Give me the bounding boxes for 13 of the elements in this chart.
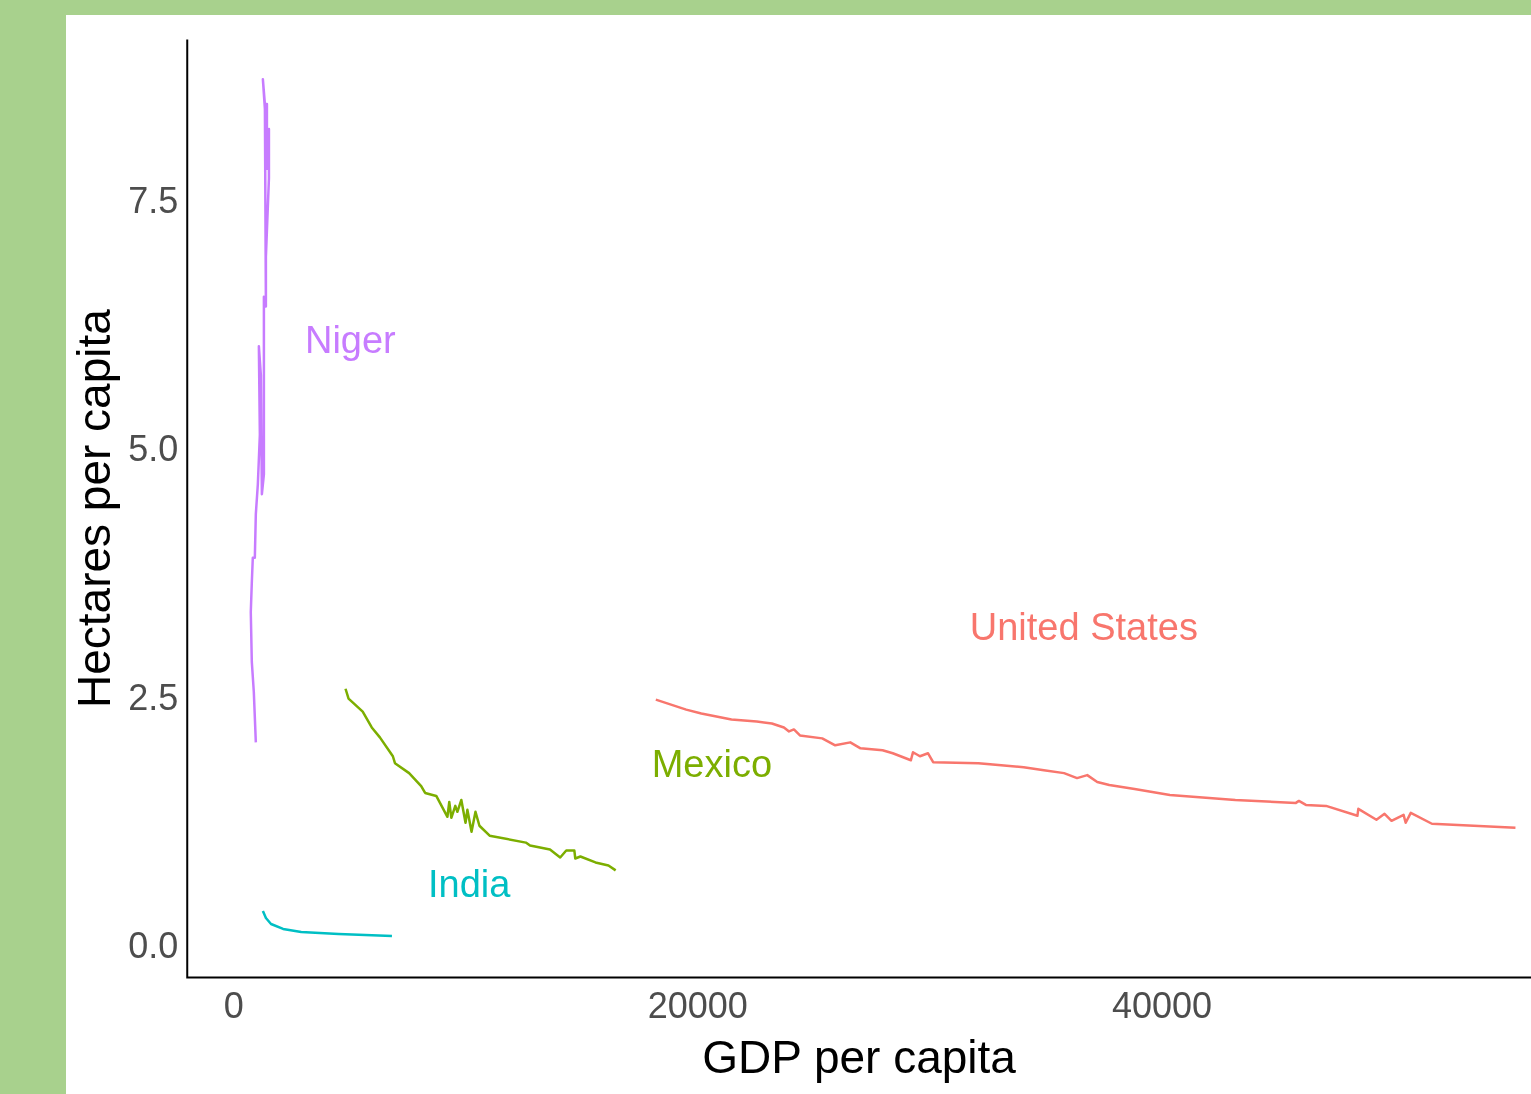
- x-tick-label: 0: [223, 985, 244, 1027]
- x-axis-title: GDP per capita: [702, 1031, 1017, 1084]
- text: Mexico: [651, 743, 773, 786]
- x-tick-label: 40000: [1111, 985, 1213, 1027]
- text: United States: [969, 606, 1198, 649]
- y-tick-label: 2.5: [128, 676, 179, 718]
- x-tick-label: 20000: [647, 985, 748, 1027]
- series-label: India: [427, 862, 512, 905]
- series-label: Niger: [304, 319, 397, 362]
- y-tick-label: 7.5: [128, 180, 179, 222]
- y-tick-label: 0.0: [128, 924, 179, 966]
- y-axis-title: Hectares per capita: [68, 308, 121, 709]
- y-tick-label: 5.0: [128, 428, 179, 470]
